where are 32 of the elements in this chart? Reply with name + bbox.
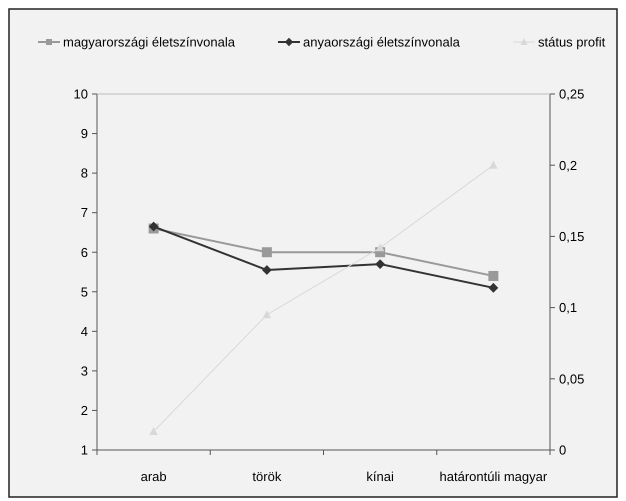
legend-label: státus profit	[538, 34, 606, 50]
point	[376, 243, 384, 252]
point	[262, 247, 272, 258]
y-tick-label: 3	[80, 363, 88, 378]
y-tick-label: 6	[80, 244, 88, 260]
y-tick-label: 1	[80, 442, 88, 458]
legend-label: anyaországi életszínvonala	[303, 34, 461, 50]
y2-tick-label: 0,25	[559, 86, 584, 102]
y-tick-label: 10	[74, 86, 88, 102]
point	[489, 160, 498, 169]
y2-tick-label: 0	[559, 442, 566, 458]
x-tick-label: határontúli magyar	[440, 469, 548, 484]
legend-label: magyarországi életszínvonala	[63, 34, 236, 50]
y-tick-label: 8	[80, 166, 88, 181]
y2-tick-label: 0,05	[559, 371, 584, 386]
y-tick-label: 9	[80, 126, 88, 142]
x-tick-label: török	[252, 469, 282, 484]
point	[488, 270, 498, 281]
y-tick-label: 4	[80, 324, 88, 339]
x-tick-label: arab	[140, 469, 167, 484]
y-tick-label: 7	[80, 205, 88, 220]
y2-tick-label: 0,1	[559, 300, 578, 316]
y-tick-label: 2	[80, 402, 88, 418]
point	[375, 259, 386, 269]
point	[262, 265, 272, 275]
point	[149, 426, 158, 435]
x-tick-label: kínai	[366, 469, 394, 484]
y2-tick-label: 0,2	[559, 158, 578, 173]
point	[488, 282, 498, 293]
point	[262, 310, 272, 318]
y2-tick-label: 0,15	[559, 228, 584, 244]
y-tick-label: 5	[80, 284, 88, 300]
